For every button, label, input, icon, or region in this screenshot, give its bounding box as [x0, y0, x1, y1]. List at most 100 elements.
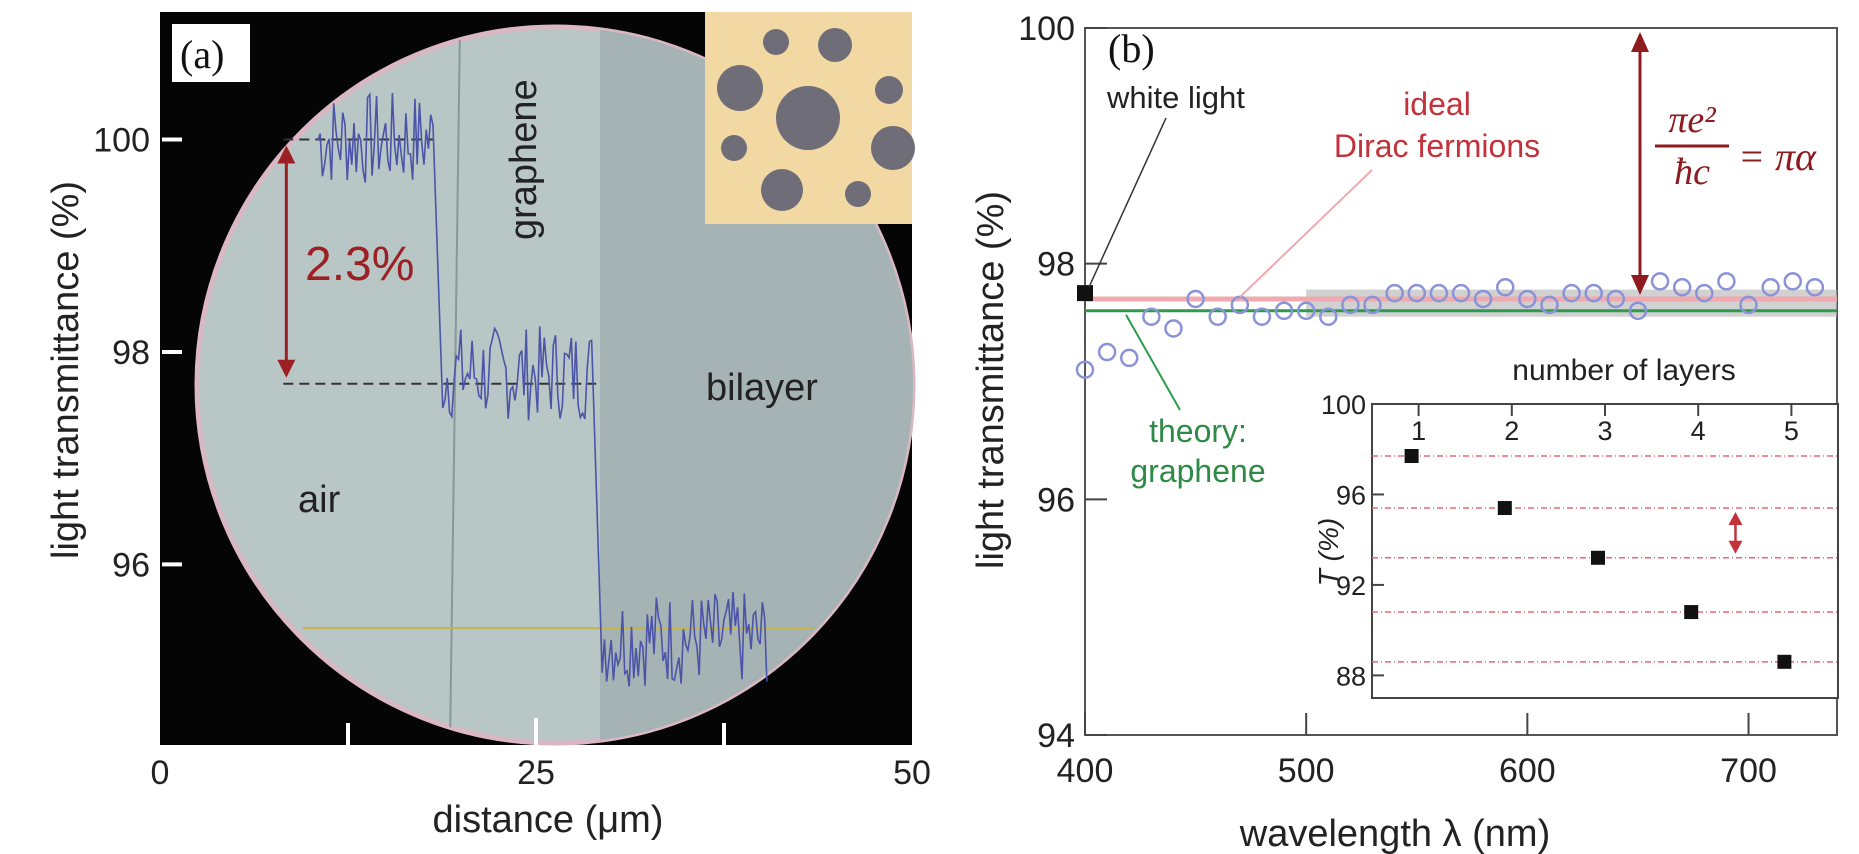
constant-arrow-head-down [1631, 275, 1649, 296]
inset-photo-hole [717, 65, 763, 111]
difference-annotation: 2.3% [305, 238, 414, 291]
measured-point [1407, 283, 1427, 303]
panel-b-x-axis-title: wavelength λ (nm) [1239, 813, 1550, 854]
formula-numerator: πe² [1668, 99, 1716, 141]
panel-a-y-axis-title: light transmittance (%) [45, 181, 87, 559]
panel-a-y-tick-label: 98 [112, 334, 150, 372]
inset-photo-hole [761, 169, 803, 211]
measured-point [1562, 283, 1581, 303]
ideal-label-line1: ideal [1403, 86, 1471, 122]
inset-point [1404, 449, 1419, 464]
measured-point [1495, 277, 1515, 297]
formula-denominator: ħc [1674, 151, 1710, 193]
panel-b-x-tick-label: 500 [1278, 752, 1335, 790]
panel-a: 96 98 100 0 25 50 (a) graphene bilayer air 2.… [45, 12, 931, 841]
inset-photo-hole [818, 28, 852, 62]
inset-photo-hole [875, 76, 903, 104]
panel-b-y-axis-title: light transmittance (%) [970, 191, 1012, 569]
inset-photo-hole [776, 86, 840, 150]
panel-a-y-tick-label: 100 [93, 121, 150, 159]
panel-b-x-tick-label: 400 [1057, 752, 1114, 790]
measured-point [1363, 295, 1382, 315]
measured-point [1473, 289, 1493, 309]
panel-b-y-tick-label: 100 [1018, 10, 1075, 48]
panel-a-x-axis-title: distance (μm) [433, 799, 664, 841]
optical-constant-formula: πe² ħc = πα [1655, 99, 1817, 193]
ideal-label-line2: Dirac fermions [1334, 128, 1540, 164]
inset-arrow-head-down [1728, 540, 1743, 554]
white-light-label: white light [1106, 80, 1245, 115]
difference-arrow [277, 145, 296, 378]
inset-points [1404, 449, 1792, 669]
panel-a-x-tick-label: 0 [151, 754, 170, 792]
inset-y-tick-label: 100 [1321, 390, 1366, 420]
inset-axes: 88 92 96 100 1 2 3 4 5 [1321, 390, 1799, 691]
inset-x-tick-label: 4 [1691, 416, 1706, 446]
inset-photo [705, 12, 915, 224]
measured-point [1097, 342, 1117, 362]
inset-step-arrow [1728, 512, 1743, 554]
panel-b: 94 96 98 100 400 500 600 700 (b) white light id… [970, 10, 1839, 854]
inset-x-tick-label: 2 [1504, 416, 1519, 446]
panel-b-annotations [1088, 32, 1649, 411]
inset-y-tick-label: 88 [1336, 661, 1366, 691]
measured-point [1650, 272, 1670, 291]
measured-point [1341, 295, 1360, 315]
panel-b-label: (b) [1108, 26, 1155, 71]
difference-arrow-head-up [277, 145, 296, 164]
inset-arrow-head-up [1728, 512, 1743, 526]
measured-point [1274, 301, 1294, 321]
measured-point [1628, 301, 1648, 321]
graphene-region-label: graphene [503, 79, 545, 240]
panel-a-x-tick-label: 50 [893, 754, 931, 792]
panel-b-y-tick-label: 98 [1037, 246, 1075, 284]
panel-a-x-tick-label: 25 [517, 754, 555, 792]
inset-photo-hole [845, 181, 871, 207]
measured-point [1540, 295, 1559, 315]
measured-point [1584, 283, 1603, 303]
transmittance-trace [317, 92, 768, 687]
measured-point [1252, 307, 1272, 326]
panel-b-y-tick-label: 94 [1037, 717, 1075, 755]
panel-b-y-tick-label: 96 [1037, 481, 1075, 519]
theory-label-line2: graphene [1130, 453, 1265, 489]
theory-label-line1: theory: [1149, 413, 1247, 449]
inset-point [1591, 550, 1605, 565]
inset-x-tick-label: 1 [1411, 416, 1426, 446]
white-light-leader [1088, 117, 1167, 288]
panel-a-label-box [172, 24, 250, 82]
inset-photo-hole [763, 29, 789, 55]
measured-point [1230, 295, 1250, 315]
measured-point [1385, 283, 1404, 303]
formula-right-side: = πα [1738, 134, 1817, 179]
measured-point [1075, 360, 1095, 379]
measured-point [1186, 289, 1205, 309]
measured-point [1142, 307, 1161, 326]
white-light-point [1077, 285, 1093, 302]
constant-arrow-head-up [1631, 32, 1649, 52]
measured-point [1761, 277, 1780, 297]
measured-point [1717, 272, 1736, 291]
bilayer-region-label: bilayer [706, 367, 818, 409]
panel-b-x-tick-label: 600 [1499, 752, 1556, 790]
inset-x-tick-label: 3 [1597, 416, 1612, 446]
measured-point [1739, 295, 1758, 315]
panel-b-x-tick-label: 700 [1720, 752, 1777, 790]
measured-point [1805, 277, 1825, 297]
measured-point [1429, 283, 1449, 303]
inset-y-tick-label: 92 [1336, 571, 1366, 601]
inset-y-axis-title: T (%) [1313, 518, 1344, 586]
ideal-leader [1239, 169, 1373, 298]
measured-point [1451, 283, 1471, 303]
measured-point [1208, 307, 1227, 326]
measured-point [1695, 283, 1714, 303]
inset-x-tick-label: 5 [1784, 416, 1799, 446]
panel-a-y-tick-label: 96 [112, 546, 150, 584]
inset-x-axis-title: number of layers [1512, 354, 1735, 387]
measured-point [1672, 277, 1692, 297]
difference-arrow-head-down [277, 359, 296, 378]
inset-photo-hole [721, 135, 747, 161]
measured-point [1518, 289, 1537, 309]
theory-leader [1125, 314, 1181, 411]
